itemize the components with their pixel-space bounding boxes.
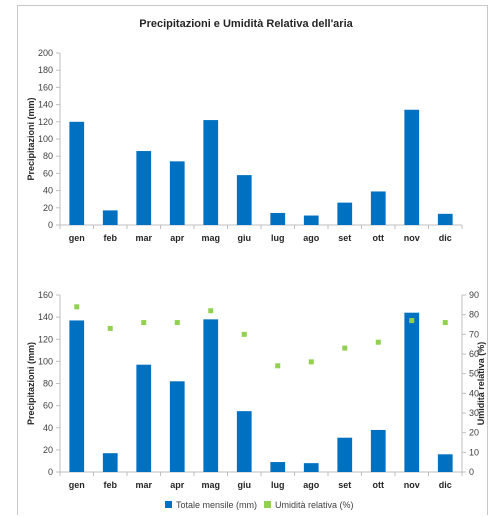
y-tick-label: 80 [43,151,53,161]
y-tick-label: 160 [38,290,53,300]
bar-feb [102,453,118,472]
y-tick-label: 100 [38,134,53,144]
y-tick-label: 200 [38,48,53,58]
y2-tick-label: 10 [469,447,479,457]
y-tick-label: 80 [43,379,53,389]
x-tick-label: nov [404,480,420,490]
y2-tick-label: 90 [469,290,479,300]
bar-gen [69,320,85,472]
y-tick-label: 160 [38,82,53,92]
y-tick-label: 60 [43,168,53,178]
bar-set [337,202,353,225]
bar-ott [370,429,386,472]
bar-mag [203,120,219,225]
x-tick-label: ago [303,480,320,490]
humidity-point-mar [141,320,147,326]
x-tick-label: feb [104,233,118,243]
humidity-point-mag [208,308,214,314]
humidity-point-feb [107,325,113,331]
x-tick-label: dic [439,480,452,490]
x-tick-label: ago [303,233,320,243]
y-tick-label: 20 [43,203,53,213]
x-tick-label: giu [238,233,252,243]
x-tick-label: lug [271,233,285,243]
y-tick-label: 60 [43,401,53,411]
humidity-point-nov [409,318,415,324]
x-tick-label: gen [69,480,85,490]
bar-apr [169,381,185,472]
bar-feb [102,210,118,225]
bar-giu [236,175,252,225]
x-tick-label: gen [69,233,85,243]
bar-dic [437,213,453,225]
bar-mar [136,364,152,472]
bar-nov [404,312,420,472]
x-tick-label: mar [135,233,152,243]
y-axis-title: Precipitazioni (mm) [26,97,36,180]
bar-lug [270,462,286,472]
x-tick-label: giu [238,480,252,490]
bar-ott [370,191,386,225]
legend-label-bars: Totale mensile (mm) [176,500,257,510]
y-tick-label: 40 [43,186,53,196]
bar-set [337,437,353,472]
y-axis-title: Precipitazioni (mm) [26,342,36,425]
x-tick-label: mag [201,233,220,243]
y-tick-label: 140 [38,100,53,110]
humidity-point-apr [174,320,180,326]
y2-tick-label: 80 [469,310,479,320]
bar-dic [437,454,453,472]
x-tick-label: ott [373,233,385,243]
y2-axis-title: Umidità relativa (%) [476,342,486,426]
humidity-point-ott [375,339,381,345]
y-tick-label: 120 [38,334,53,344]
humidity-point-gen [74,304,80,310]
chart-title: Precipitazioni e Umidità Relativa dell'a… [139,18,353,30]
bar-nov [404,109,420,225]
humidity-point-ago [308,359,314,365]
x-tick-label: set [338,480,351,490]
humidity-point-dic [442,320,448,326]
x-tick-label: nov [404,233,420,243]
y-tick-label: 0 [48,467,53,477]
y2-tick-label: 30 [469,408,479,418]
y-tick-label: 40 [43,423,53,433]
legend-label-humidity: Umidità relativa (%) [275,500,354,510]
x-tick-label: ott [373,480,385,490]
x-tick-label: apr [170,480,185,490]
humidity-point-lug [275,363,281,369]
x-tick-label: dic [439,233,452,243]
bar-apr [169,161,185,225]
bar-giu [236,411,252,472]
y2-tick-label: 70 [469,329,479,339]
y-tick-label: 20 [43,445,53,455]
y-tick-label: 0 [48,220,53,230]
y2-tick-label: 20 [469,428,479,438]
legend-marker-humidity [264,501,271,508]
x-tick-label: mar [135,480,152,490]
x-tick-label: mag [201,480,220,490]
bar-ago [303,463,319,472]
x-tick-label: lug [271,480,285,490]
y2-tick-label: 50 [469,369,479,379]
humidity-point-giu [241,331,247,337]
bar-ago [303,215,319,225]
bar-gen [69,121,85,225]
bar-mar [136,151,152,225]
bar-mag [203,319,219,472]
y-tick-label: 180 [38,65,53,75]
y2-tick-label: 60 [469,349,479,359]
legend-marker-bars [165,501,172,508]
y2-tick-label: 0 [469,467,474,477]
y-tick-label: 120 [38,117,53,127]
humidity-point-set [342,345,348,351]
y-tick-label: 100 [38,356,53,366]
y-tick-label: 140 [38,312,53,322]
x-tick-label: apr [170,233,185,243]
bar-lug [270,212,286,225]
x-tick-label: feb [104,480,118,490]
y2-tick-label: 40 [469,388,479,398]
x-tick-label: set [338,233,351,243]
